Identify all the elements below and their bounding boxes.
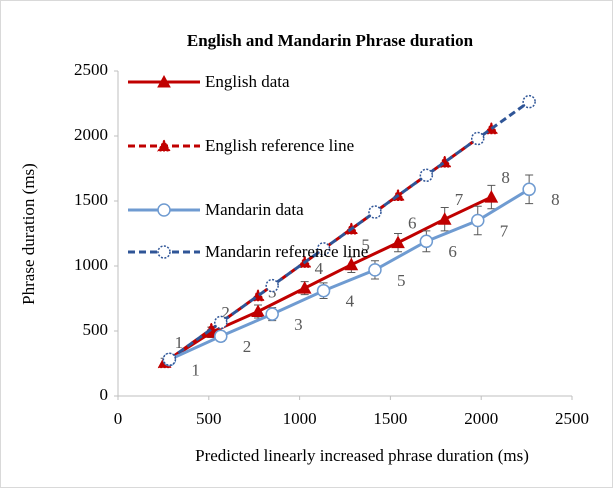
data-point bbox=[265, 278, 279, 293]
data-point bbox=[162, 352, 177, 366]
data-point bbox=[214, 329, 228, 343]
point-label: 4 bbox=[346, 292, 355, 311]
data-point bbox=[251, 304, 265, 317]
x-tick-label: 0 bbox=[114, 409, 123, 428]
data-point bbox=[316, 283, 331, 298]
x-axis-title: Predicted linearly increased phrase dura… bbox=[195, 446, 529, 465]
legend-marker bbox=[157, 74, 171, 88]
x-tick-label: 2500 bbox=[555, 409, 589, 428]
series-line bbox=[168, 100, 531, 361]
point-label: 1 bbox=[175, 333, 184, 352]
legend-label-box: English reference line bbox=[205, 136, 355, 155]
legend-marker bbox=[157, 203, 171, 217]
data-point bbox=[214, 315, 228, 330]
data-point bbox=[297, 281, 312, 294]
point-label: 5 bbox=[361, 236, 370, 255]
y-tick-label: 0 bbox=[100, 385, 109, 404]
point-label: 7 bbox=[500, 221, 509, 240]
data-point bbox=[316, 242, 331, 256]
point-label: 2 bbox=[243, 337, 252, 356]
legend-marker bbox=[157, 138, 171, 152]
point-label: 1 bbox=[191, 361, 200, 380]
legend-label-box: English data bbox=[205, 72, 290, 91]
point-label: 8 bbox=[551, 190, 560, 209]
data-point bbox=[470, 131, 485, 146]
data-point bbox=[470, 213, 485, 228]
data-point bbox=[522, 94, 536, 109]
legend-marker bbox=[157, 245, 171, 259]
data-point bbox=[344, 257, 359, 271]
y-tick-label: 500 bbox=[83, 320, 109, 339]
y-tick-label: 1500 bbox=[74, 190, 108, 209]
legend-label: English data bbox=[205, 72, 290, 91]
data-point bbox=[437, 212, 452, 225]
data-point bbox=[419, 234, 434, 249]
legend-label: Mandarin reference line bbox=[205, 242, 369, 261]
x-tick-label: 1500 bbox=[373, 409, 407, 428]
series-line bbox=[168, 188, 530, 361]
legend-label: Mandarin data bbox=[205, 200, 304, 219]
data-point bbox=[391, 235, 405, 249]
data-point bbox=[419, 168, 434, 183]
legend-label: English reference line bbox=[205, 136, 355, 155]
legend-label-box: Mandarin reference line bbox=[205, 242, 369, 261]
y-tick-label: 2000 bbox=[74, 125, 108, 144]
data-point bbox=[484, 190, 499, 203]
y-axis-title: Phrase duration (ms) bbox=[19, 163, 38, 305]
point-label: 7 bbox=[455, 190, 464, 209]
chart-title: English and Mandarin Phrase duration bbox=[187, 31, 474, 50]
data-point bbox=[522, 182, 536, 197]
point-label: 5 bbox=[397, 271, 406, 290]
point-label: 8 bbox=[501, 168, 510, 187]
data-point bbox=[368, 263, 382, 277]
x-tick-label: 2000 bbox=[464, 409, 498, 428]
point-label: 6 bbox=[448, 242, 457, 261]
point-label: 3 bbox=[268, 282, 277, 301]
legend-label-box: Mandarin data bbox=[205, 200, 304, 219]
point-label: 6 bbox=[408, 214, 417, 233]
point-label: 3 bbox=[294, 315, 303, 334]
data-point bbox=[265, 307, 279, 321]
x-tick-label: 1000 bbox=[283, 409, 317, 428]
point-label: 2 bbox=[221, 303, 230, 322]
y-tick-label: 1000 bbox=[74, 255, 108, 274]
data-point bbox=[368, 205, 382, 219]
y-tick-label: 2500 bbox=[74, 60, 108, 79]
x-tick-label: 500 bbox=[196, 409, 222, 428]
point-label: 4 bbox=[315, 259, 324, 278]
